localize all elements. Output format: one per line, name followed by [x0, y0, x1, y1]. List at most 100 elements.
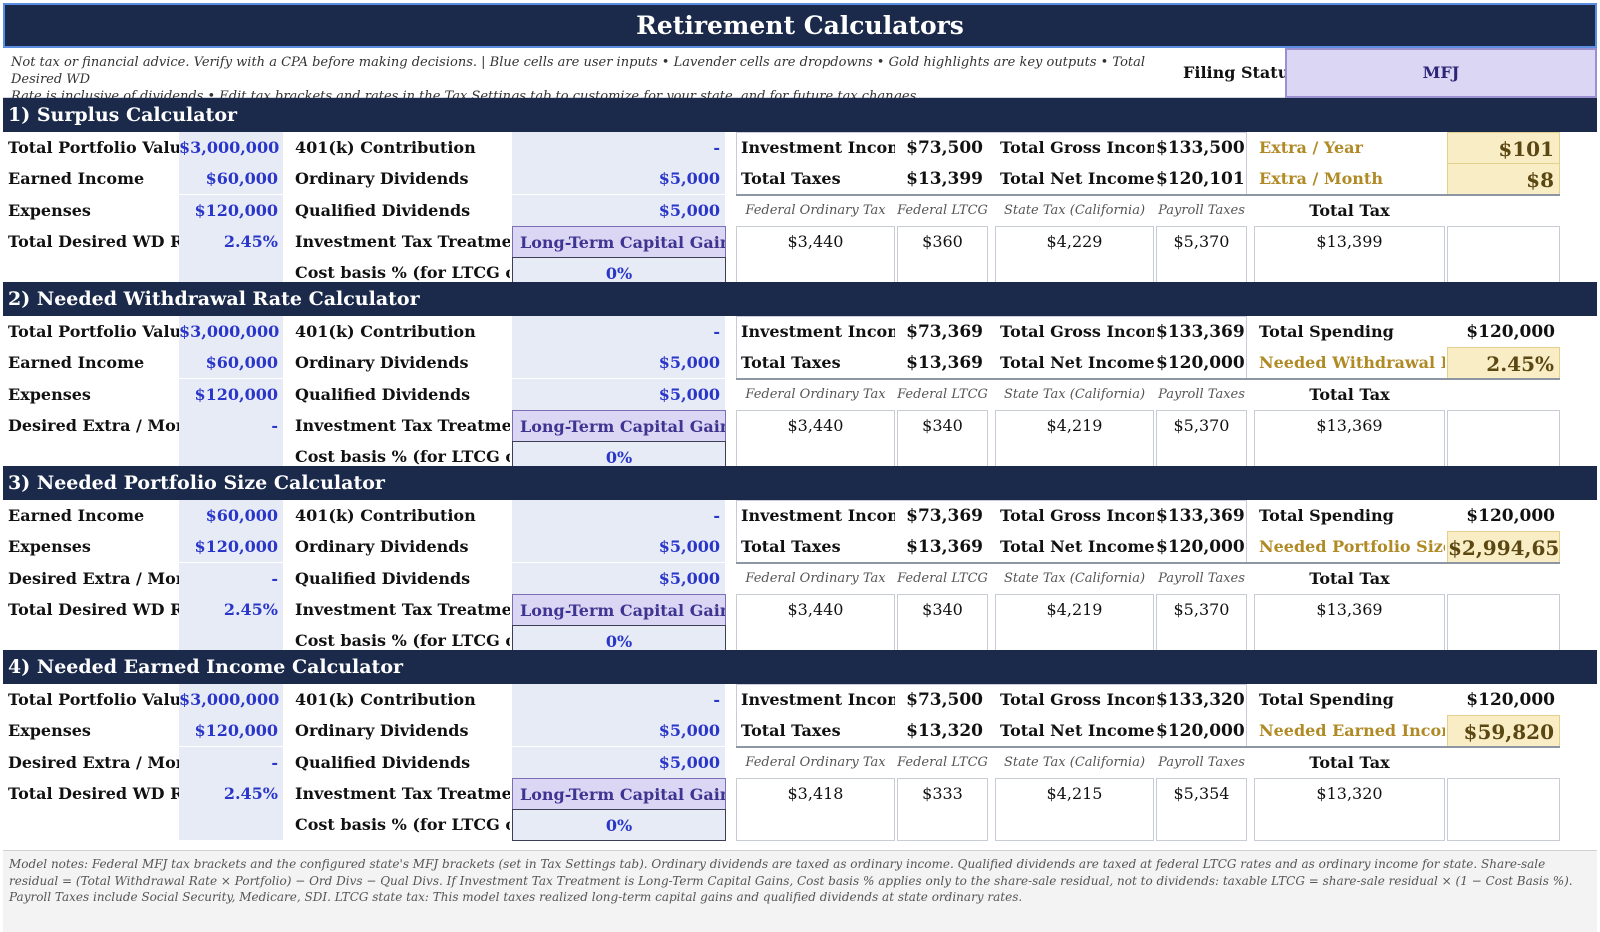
input-field[interactable]: $5,000 [512, 747, 726, 779]
tax-value: $4,219 [1046, 416, 1103, 435]
input-label: Ordinary Dividends [295, 537, 469, 556]
output-value: $133,500 [1156, 138, 1245, 158]
output-value: $133,320 [1156, 690, 1245, 710]
input-field[interactable]: - [179, 410, 284, 442]
input-field[interactable]: $120,000 [179, 715, 284, 747]
input-field[interactable]: $3,000,000 [179, 132, 284, 164]
tax-value: $3,440 [787, 232, 844, 251]
tax-column-header: Total Tax [1309, 201, 1390, 220]
tax-cell-box [1156, 778, 1247, 841]
divider [736, 746, 1560, 748]
input-label: Desired Extra / Month [8, 753, 179, 772]
input-label: Investment Tax Treatment [295, 600, 510, 619]
input-field[interactable]: $120,000 [179, 531, 284, 563]
input-label: 401(k) Contribution [295, 506, 476, 525]
output-label: Total Net Income [1000, 537, 1154, 556]
tax-cell-box [736, 778, 895, 841]
input-field[interactable]: $5,000 [512, 563, 726, 595]
output-value: $120,000 [1156, 353, 1245, 373]
output-label: Total Taxes [741, 537, 841, 556]
output-value: $73,369 [906, 322, 983, 342]
tax-value: $5,354 [1173, 784, 1230, 803]
input-label: Total Desired WD Rate [8, 784, 179, 803]
input-field[interactable]: $5,000 [512, 163, 726, 195]
output-value: $13,320 [906, 721, 983, 741]
input-label: Expenses [8, 201, 91, 220]
input-label: Expenses [8, 721, 91, 740]
key-output-value: 2.45% [1447, 347, 1560, 379]
tax-cell-box [1447, 594, 1560, 657]
tax-column-header: Federal Ordinary Tax [745, 755, 886, 770]
input-field[interactable]: $5,000 [512, 715, 726, 747]
tax-column-header: State Tax (California) [1003, 203, 1146, 218]
input-field[interactable]: $3,000,000 [179, 316, 284, 348]
output-label: Total Net Income [1000, 721, 1154, 740]
input-label: Ordinary Dividends [295, 353, 469, 372]
output-label: Investment Income [741, 138, 895, 157]
output-value: $73,500 [906, 138, 983, 158]
tax-value: $3,440 [787, 416, 844, 435]
input-label: 401(k) Contribution [295, 138, 476, 157]
input-field[interactable]: - [512, 500, 726, 532]
output-value: $73,369 [906, 506, 983, 526]
tax-column-header: Payroll Taxes [1158, 387, 1245, 402]
cost-basis-input[interactable]: 0% [512, 809, 726, 841]
input-label: Ordinary Dividends [295, 721, 469, 740]
input-field[interactable]: - [179, 747, 284, 779]
tax-value: $13,369 [1316, 416, 1383, 435]
tax-value: $5,370 [1173, 232, 1230, 251]
model-notes: Model notes: Federal MFJ tax brackets an… [3, 850, 1597, 932]
output-value: $120,000 [1156, 721, 1245, 741]
input-field[interactable]: $60,000 [179, 163, 284, 195]
key-output-label: Extra / Year [1259, 138, 1363, 157]
input-field[interactable]: 2.45% [179, 594, 284, 626]
input-field[interactable]: - [512, 684, 726, 716]
section-header: 2) Needed Withdrawal Rate Calculator [3, 282, 1597, 316]
section-header: 4) Needed Earned Income Calculator [3, 650, 1597, 684]
input-field[interactable]: $3,000,000 [179, 684, 284, 716]
input-label: 401(k) Contribution [295, 690, 476, 709]
tax-treatment-dropdown[interactable]: Long-Term Capital Gains [512, 410, 726, 442]
output-value: $13,369 [906, 537, 983, 557]
input-field[interactable]: $120,000 [179, 195, 284, 227]
input-field[interactable]: $120,000 [179, 379, 284, 411]
input-field[interactable]: $5,000 [512, 195, 726, 227]
input-field[interactable]: 2.45% [179, 226, 284, 258]
input-label: Cost basis % (for LTCG only) [295, 631, 510, 650]
tax-column-header: Payroll Taxes [1158, 755, 1245, 770]
input-field[interactable]: $5,000 [512, 379, 726, 411]
input-label: Cost basis % (for LTCG only) [295, 447, 510, 466]
tax-column-header: Total Tax [1309, 385, 1390, 404]
input-field[interactable]: - [512, 316, 726, 348]
input-label: Earned Income [8, 506, 145, 525]
output-label: Investment Income [741, 690, 895, 709]
input-field[interactable]: 2.45% [179, 778, 284, 810]
filing-status-dropdown[interactable]: MFJ [1285, 48, 1597, 98]
tax-treatment-dropdown[interactable]: Long-Term Capital Gains [512, 226, 726, 258]
input-field[interactable]: $60,000 [179, 347, 284, 379]
input-field[interactable]: $60,000 [179, 500, 284, 532]
tax-treatment-dropdown[interactable]: Long-Term Capital Gains [512, 778, 726, 810]
input-field[interactable]: $5,000 [512, 531, 726, 563]
tax-cell-box [1447, 410, 1560, 473]
tax-cell-box [995, 778, 1154, 841]
key-output-label: Needed Withdrawal Rate [1259, 353, 1445, 372]
output-label: Total Spending [1259, 506, 1394, 525]
tax-cell-box [1447, 778, 1560, 841]
tax-column-header: Payroll Taxes [1158, 571, 1245, 586]
input-field[interactable]: $5,000 [512, 347, 726, 379]
tax-column-header: Federal Ordinary Tax [745, 571, 886, 586]
tax-column-header: State Tax (California) [1003, 571, 1146, 586]
output-box [736, 684, 1247, 748]
input-field[interactable]: - [179, 563, 284, 595]
input-label: Earned Income [8, 169, 145, 188]
input-field[interactable]: - [512, 132, 726, 164]
output-label: Total Taxes [741, 169, 841, 188]
tax-column-header: Total Tax [1309, 753, 1390, 772]
key-output-label: Extra / Month [1259, 169, 1383, 188]
key-output-value: $101 [1447, 132, 1560, 164]
tax-treatment-dropdown[interactable]: Long-Term Capital Gains [512, 594, 726, 626]
tax-column-header: Federal LTCG [897, 571, 988, 586]
input-label: Total Desired WD Rate [8, 600, 179, 619]
input-label: Qualified Dividends [295, 385, 471, 404]
